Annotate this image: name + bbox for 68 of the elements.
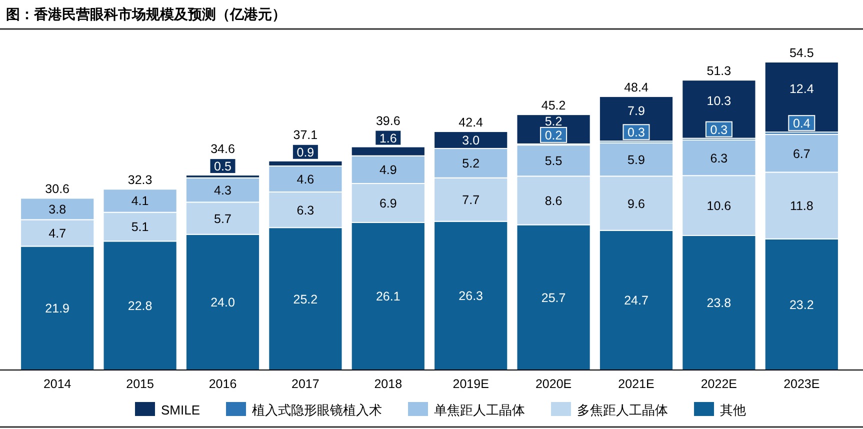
data-label: 5.5 [544, 154, 562, 168]
x-tick-label: 2018 [374, 377, 402, 391]
data-label: 11.8 [790, 199, 814, 214]
data-label: 7.7 [462, 193, 480, 208]
data-label: 22.8 [128, 299, 152, 314]
data-label: 9.6 [628, 196, 645, 211]
legend-label: SMILE [161, 402, 200, 418]
total-label: 54.5 [789, 46, 814, 60]
data-label: 26.1 [376, 290, 400, 304]
data-label: 5.1 [131, 220, 149, 234]
legend-label: 多焦距人工晶体 [577, 402, 668, 418]
x-tick-label: 2015 [126, 377, 154, 391]
data-label: 25.2 [293, 292, 318, 306]
data-label: 24.0 [210, 296, 235, 310]
data-label: 21.9 [45, 302, 70, 316]
total-label: 30.6 [45, 182, 70, 196]
data-label: 3.0 [462, 133, 480, 148]
legend-label: 单焦距人工晶体 [434, 402, 526, 418]
data-label: 4.7 [48, 226, 66, 240]
data-label: 3.8 [48, 202, 66, 216]
data-label: 23.8 [706, 296, 732, 310]
total-label: 42.4 [458, 116, 484, 130]
x-tick-label: 2014 [43, 377, 72, 391]
data-label: 6.7 [792, 146, 810, 161]
total-label: 39.6 [376, 114, 400, 128]
data-label: 6.9 [379, 196, 397, 210]
data-label: 5.7 [214, 212, 232, 226]
chart-title: 图：香港民营眼科市场规模及预测（亿港元） [6, 6, 286, 22]
total-label: 34.6 [210, 142, 235, 156]
total-label: 45.2 [541, 98, 566, 113]
data-label: 10.3 [706, 94, 732, 108]
data-label: 10.6 [706, 199, 732, 214]
data-label: 23.2 [789, 298, 814, 312]
data-label: 8.6 [544, 194, 562, 208]
data-label: 4.1 [131, 194, 149, 208]
data-label: 25.7 [541, 290, 566, 305]
data-label: 26.3 [458, 289, 484, 304]
data-label: 0.4 [792, 116, 810, 131]
data-label: 7.9 [628, 104, 645, 118]
data-label: 4.9 [379, 163, 397, 178]
data-label: 12.4 [789, 82, 814, 96]
data-label: 24.7 [624, 294, 648, 308]
total-label: 32.3 [128, 173, 152, 188]
text: 其他 [720, 402, 746, 418]
x-tick-label: 2017 [292, 377, 320, 391]
x-tick-label: 2019E [452, 377, 489, 391]
data-label: 0.5 [214, 160, 232, 174]
data-label: 6.3 [710, 151, 728, 166]
data-label: 4.6 [296, 172, 314, 186]
x-tick-label: 2023E [784, 377, 820, 391]
total-label: 37.1 [293, 128, 318, 142]
x-tick-label: 2016 [208, 377, 237, 391]
data-label: 5.2 [462, 156, 480, 171]
legend-label: 植入式隐形眼镜植入术 [252, 402, 382, 418]
total-label: 51.3 [706, 64, 732, 78]
data-label: 1.6 [379, 131, 397, 146]
data-label: 4.3 [214, 184, 232, 198]
total-label: 48.4 [624, 80, 648, 94]
data-label: 5.2 [544, 114, 562, 128]
data-label: 0.3 [628, 126, 645, 140]
data-label: 0.2 [544, 128, 562, 142]
data-label: 6.3 [296, 203, 314, 218]
x-tick-label: 2020E [535, 377, 572, 391]
x-tick-label: 2022E [700, 377, 738, 391]
data-label: 0.3 [710, 122, 728, 137]
data-label: 5.9 [628, 152, 645, 167]
data-label: 0.9 [296, 145, 314, 160]
x-tick-label: 2021E [618, 377, 654, 391]
